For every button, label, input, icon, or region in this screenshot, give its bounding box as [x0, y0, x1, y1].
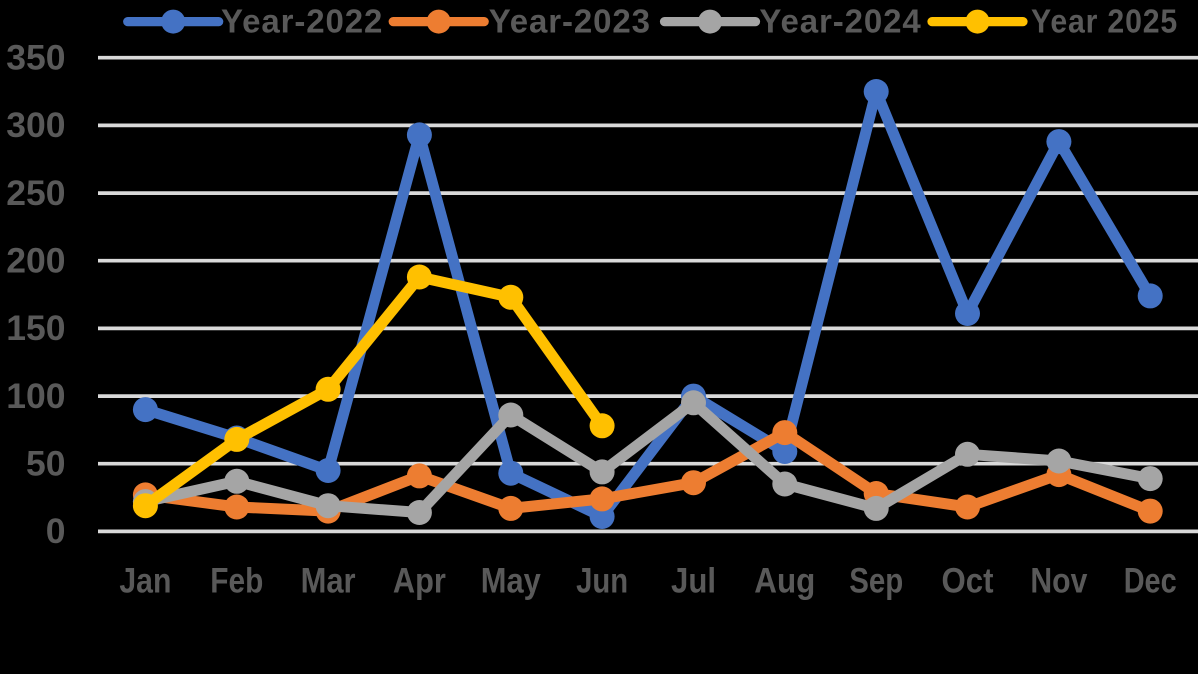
svg-text:350: 350 [6, 38, 65, 78]
svg-text:100: 100 [6, 376, 65, 416]
svg-text:250: 250 [6, 173, 65, 213]
svg-text:Year-2023: Year-2023 [489, 2, 651, 39]
svg-text:Jul: Jul [671, 561, 716, 601]
svg-text:Mar: Mar [301, 561, 356, 601]
svg-text:Aug: Aug [754, 561, 815, 601]
svg-text:300: 300 [6, 105, 65, 145]
svg-text:150: 150 [6, 308, 65, 348]
svg-text:Oct: Oct [942, 561, 994, 601]
svg-text:May: May [481, 561, 541, 601]
svg-text:Jun: Jun [576, 561, 628, 601]
svg-text:0: 0 [46, 511, 66, 551]
svg-text:Year 2025: Year 2025 [1031, 2, 1178, 39]
svg-text:200: 200 [6, 241, 65, 281]
svg-text:Dec: Dec [1124, 561, 1177, 601]
svg-text:Feb: Feb [210, 561, 263, 601]
svg-text:Year-2022: Year-2022 [221, 2, 383, 39]
svg-text:Jan: Jan [119, 561, 171, 601]
svg-text:Sep: Sep [849, 561, 903, 601]
svg-text:Year-2024: Year-2024 [759, 2, 921, 39]
svg-text:50: 50 [26, 444, 66, 484]
svg-text:Apr: Apr [393, 561, 446, 601]
svg-text:Nov: Nov [1030, 561, 1087, 601]
